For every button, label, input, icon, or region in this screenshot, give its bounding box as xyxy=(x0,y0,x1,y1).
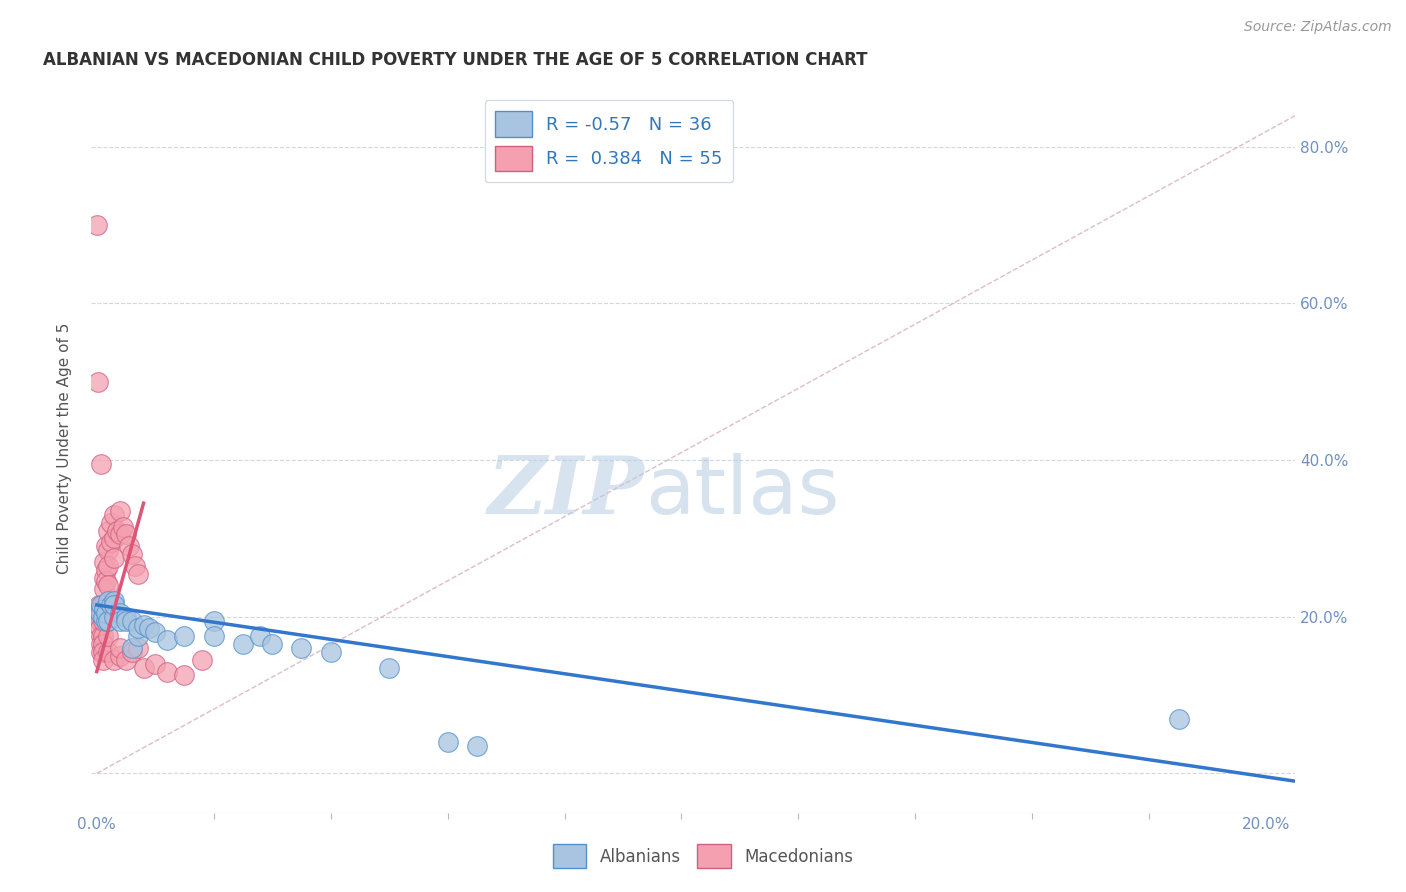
Point xyxy=(127,622,149,636)
Point xyxy=(108,527,131,541)
Point xyxy=(100,516,122,530)
Point xyxy=(173,629,195,643)
Point xyxy=(89,609,111,624)
Text: atlas: atlas xyxy=(645,453,839,531)
Point xyxy=(156,665,179,679)
Point xyxy=(93,582,115,597)
Point xyxy=(91,609,114,624)
Point xyxy=(91,653,114,667)
Point xyxy=(115,609,138,624)
Point xyxy=(97,578,120,592)
Point xyxy=(97,629,120,643)
Point xyxy=(89,622,111,636)
Point xyxy=(290,641,312,656)
Point xyxy=(90,598,112,612)
Point xyxy=(103,508,125,522)
Point xyxy=(112,519,135,533)
Point xyxy=(319,645,342,659)
Point xyxy=(87,598,110,612)
Point xyxy=(94,574,117,589)
Point xyxy=(97,614,120,628)
Point xyxy=(127,566,149,581)
Text: Source: ZipAtlas.com: Source: ZipAtlas.com xyxy=(1244,20,1392,34)
Point xyxy=(97,594,120,608)
Point xyxy=(108,614,131,628)
Point xyxy=(89,614,111,628)
Point xyxy=(105,524,128,538)
Point xyxy=(121,645,143,659)
Point xyxy=(86,218,108,232)
Point xyxy=(202,629,225,643)
Point xyxy=(156,633,179,648)
Point xyxy=(108,641,131,656)
Point xyxy=(108,648,131,663)
Point xyxy=(143,657,166,671)
Point xyxy=(173,668,195,682)
Point xyxy=(1167,712,1189,726)
Point xyxy=(108,606,131,620)
Point xyxy=(121,547,143,561)
Point xyxy=(127,629,149,643)
Point xyxy=(115,653,138,667)
Point xyxy=(465,739,488,753)
Legend: R = -0.57   N = 36, R =  0.384   N = 55: R = -0.57 N = 36, R = 0.384 N = 55 xyxy=(485,101,733,182)
Point xyxy=(143,625,166,640)
Point xyxy=(115,527,138,541)
Point xyxy=(90,606,112,620)
Point xyxy=(90,637,112,651)
Point xyxy=(90,645,112,659)
Point xyxy=(97,524,120,538)
Point xyxy=(103,551,125,566)
Point xyxy=(91,598,114,612)
Point xyxy=(91,645,114,659)
Point xyxy=(103,532,125,546)
Point xyxy=(87,375,110,389)
Text: ZIP: ZIP xyxy=(488,453,645,531)
Point xyxy=(262,637,284,651)
Point xyxy=(93,555,115,569)
Point xyxy=(121,641,143,656)
Point xyxy=(93,602,115,616)
Point xyxy=(118,539,141,553)
Point xyxy=(436,735,458,749)
Point xyxy=(97,543,120,558)
Point xyxy=(124,558,146,573)
Point xyxy=(97,645,120,659)
Point xyxy=(91,629,114,643)
Y-axis label: Child Poverty Under the Age of 5: Child Poverty Under the Age of 5 xyxy=(58,323,72,574)
Point xyxy=(121,614,143,628)
Point xyxy=(127,641,149,656)
Point xyxy=(202,614,225,628)
Point xyxy=(100,598,122,612)
Point xyxy=(115,614,138,628)
Point xyxy=(90,457,112,471)
Point xyxy=(249,629,271,643)
Point xyxy=(232,637,254,651)
Point xyxy=(94,539,117,553)
Point xyxy=(103,598,125,612)
Point xyxy=(89,606,111,620)
Point xyxy=(103,653,125,667)
Point xyxy=(91,614,114,628)
Point xyxy=(89,602,111,616)
Point xyxy=(103,609,125,624)
Point xyxy=(90,629,112,643)
Point xyxy=(132,617,155,632)
Legend: Albanians, Macedonians: Albanians, Macedonians xyxy=(547,838,859,875)
Point xyxy=(97,558,120,573)
Point xyxy=(91,637,114,651)
Text: ALBANIAN VS MACEDONIAN CHILD POVERTY UNDER THE AGE OF 5 CORRELATION CHART: ALBANIAN VS MACEDONIAN CHILD POVERTY UND… xyxy=(42,51,868,69)
Point xyxy=(138,622,160,636)
Point xyxy=(94,563,117,577)
Point xyxy=(103,594,125,608)
Point xyxy=(132,660,155,674)
Point xyxy=(378,660,401,674)
Point xyxy=(93,570,115,584)
Point xyxy=(108,504,131,518)
Point xyxy=(100,535,122,549)
Point xyxy=(94,614,117,628)
Point xyxy=(94,606,117,620)
Point xyxy=(191,653,214,667)
